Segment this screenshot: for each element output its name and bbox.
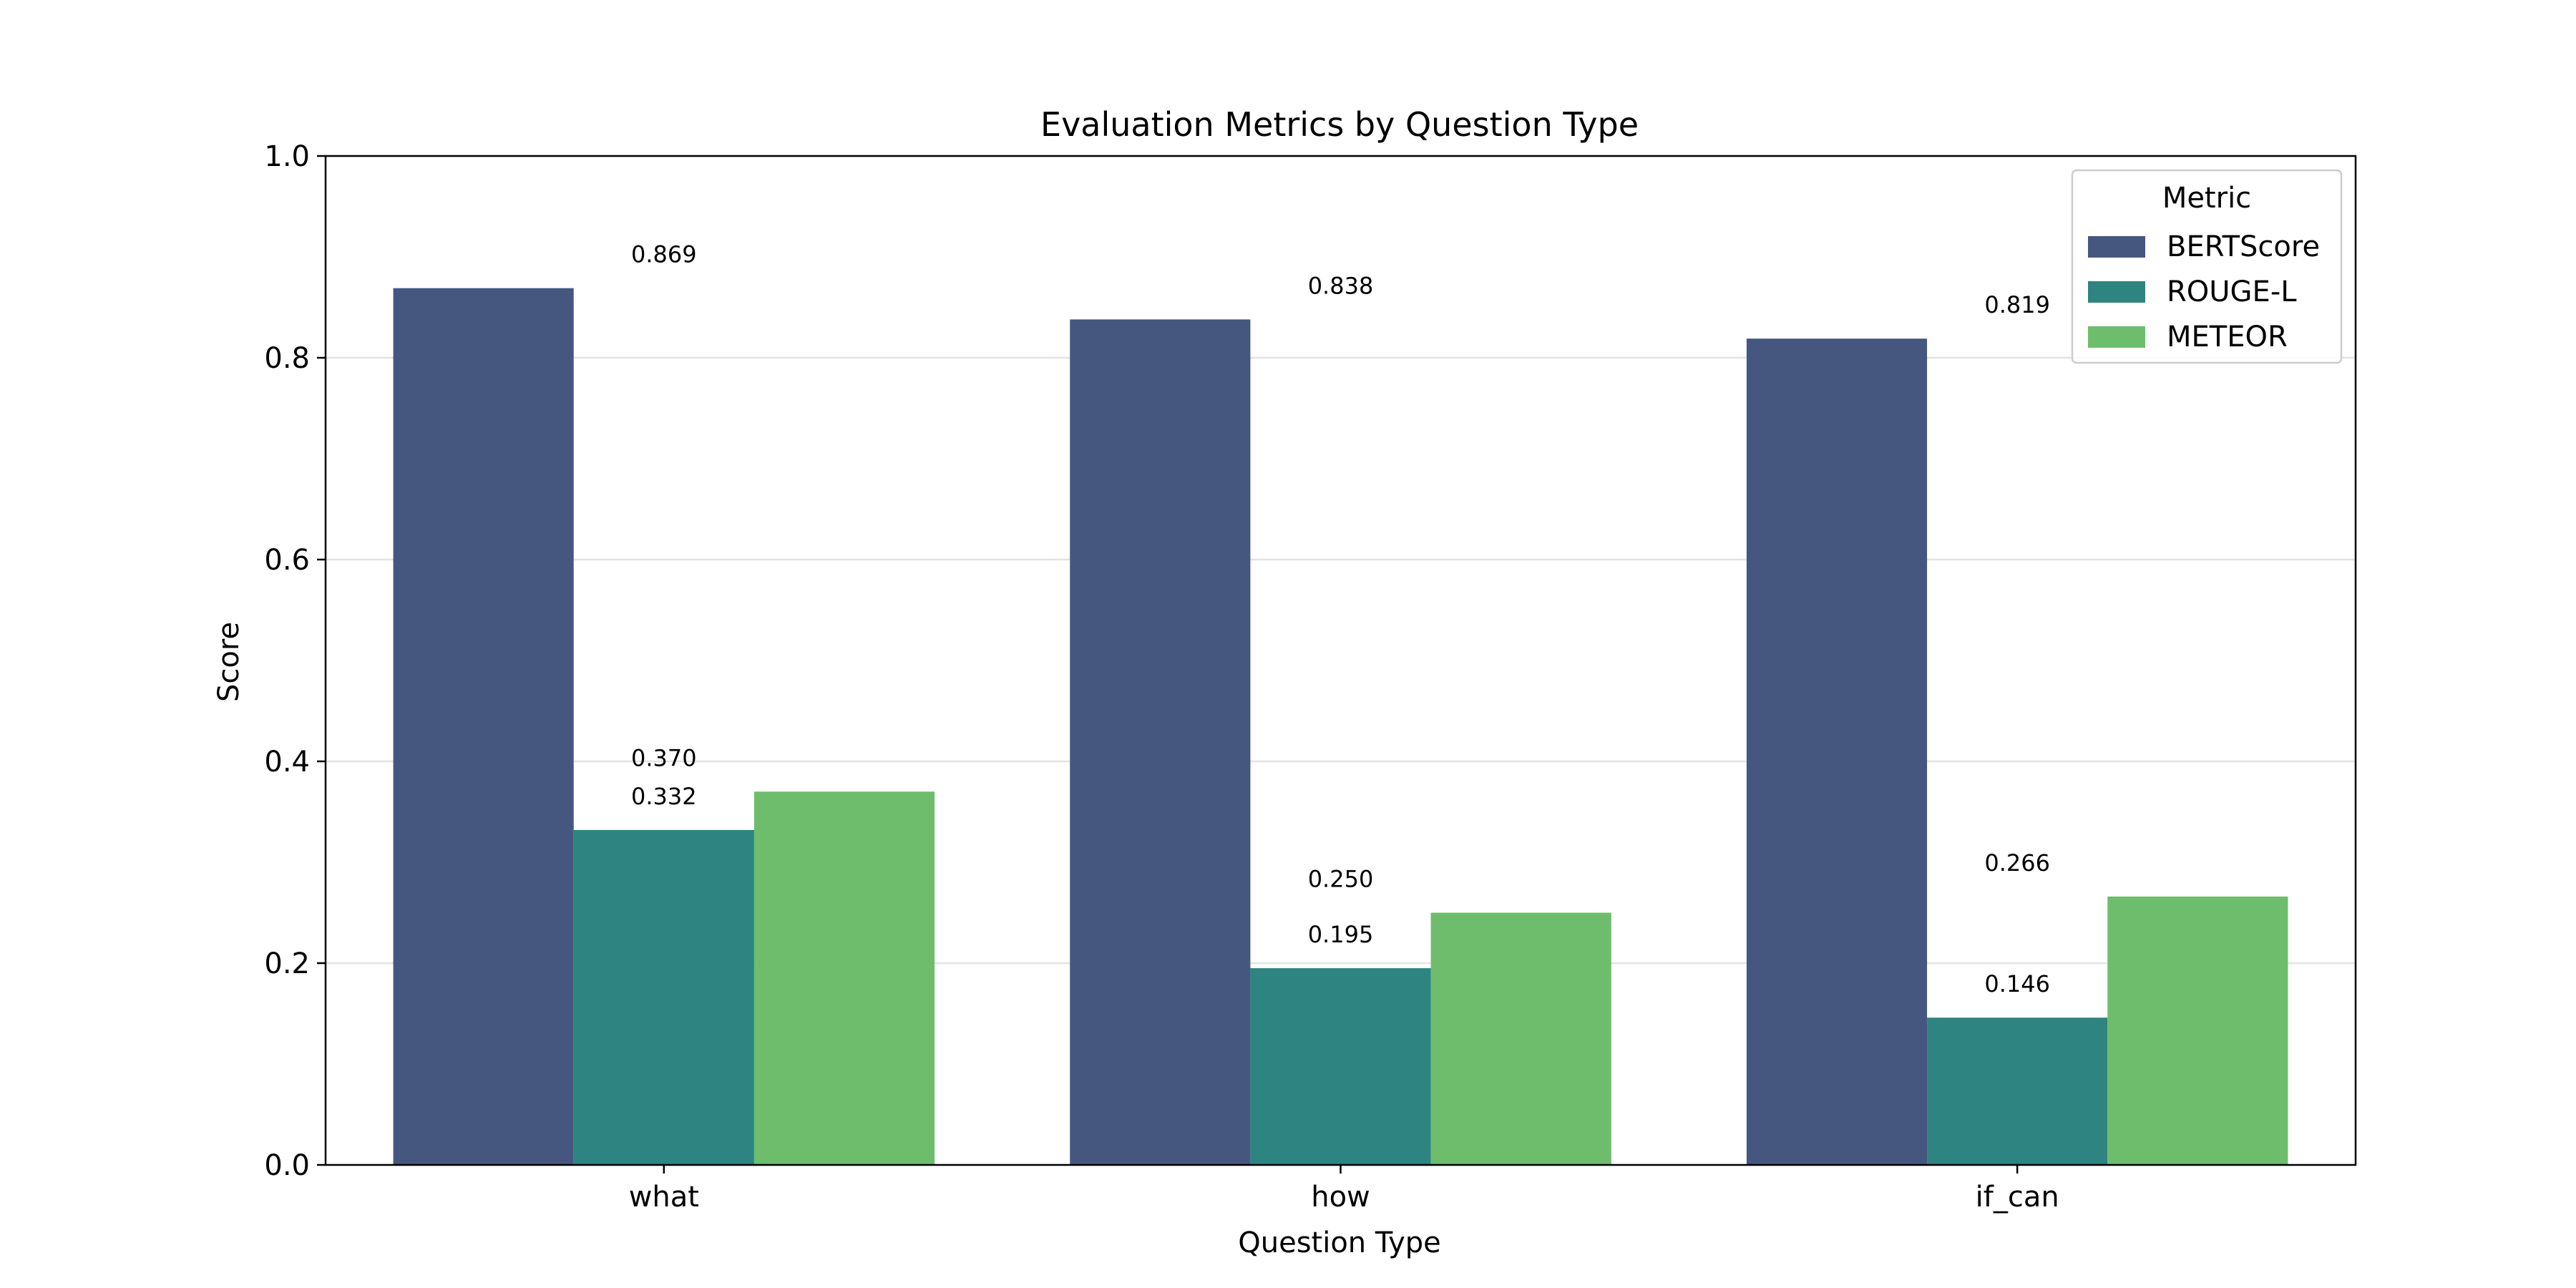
chart-title: Evaluation Metrics by Question Type: [1040, 105, 1639, 144]
data-labels: 0.869 0.332 0.370 0.838 0.195 0.250 0.819 0.146…: [631, 241, 2050, 997]
legend-label-meteor: METEOR: [2167, 321, 2288, 353]
bar-rouge-l-what: [573, 829, 754, 1165]
data-label-bertscore-how: 0.838: [1308, 272, 1374, 299]
legend-title: Metric: [2162, 182, 2251, 215]
bar-bertscore-how: [1070, 319, 1251, 1165]
y-axis: 0.0 0.2 0.4 0.6 0.8 1.0: [264, 140, 326, 1182]
x-tick-label-how: how: [1311, 1181, 1370, 1214]
legend-swatch-rouge-l: [2088, 281, 2145, 303]
bar-meteor-if-can: [2107, 896, 2288, 1165]
data-label-rouge-l-what: 0.332: [631, 783, 697, 810]
y-tick-label: 1.0: [264, 140, 310, 173]
legend: Metric BERTScore ROUGE-L METEOR: [2071, 169, 2343, 364]
data-label-rouge-l-if-can: 0.146: [1984, 970, 2050, 997]
bar-bertscore-what: [393, 288, 574, 1166]
bar-meteor-how: [1430, 912, 1611, 1165]
x-axis: what how if_can: [629, 1165, 2059, 1214]
data-label-meteor-how: 0.250: [1308, 866, 1374, 893]
data-label-rouge-l-how: 0.195: [1308, 921, 1374, 948]
y-tick-label: 0.2: [264, 947, 310, 980]
data-label-bertscore-if-can: 0.819: [1984, 291, 2050, 318]
bar-bertscore-if-can: [1746, 338, 1928, 1166]
legend-label-rouge-l: ROUGE-L: [2167, 275, 2297, 308]
bar-rouge-l-if-can: [1927, 1018, 2108, 1165]
data-label-meteor-what: 0.370: [631, 744, 697, 771]
y-tick-label: 0.8: [264, 342, 310, 375]
y-axis-label: Score: [213, 622, 245, 702]
data-label-meteor-if-can: 0.266: [1984, 849, 2050, 877]
data-label-bertscore-what: 0.869: [631, 241, 697, 268]
x-tick-label-if-can: if_can: [1976, 1181, 2059, 1214]
legend-swatch-meteor: [2088, 326, 2145, 348]
legend-swatch-bertscore: [2088, 236, 2145, 258]
x-tick-label-what: what: [629, 1181, 699, 1214]
y-tick-label: 0.4: [264, 746, 310, 779]
bars: [393, 288, 2288, 1166]
y-tick-label: 0.0: [264, 1149, 310, 1182]
y-tick-label: 0.6: [264, 544, 310, 577]
bar-rouge-l-how: [1250, 968, 1431, 1165]
legend-box: [2071, 169, 2343, 364]
legend-label-bertscore: BERTScore: [2167, 230, 2320, 263]
x-axis-label: Question Type: [1238, 1226, 1441, 1259]
bar-meteor-what: [753, 791, 935, 1165]
